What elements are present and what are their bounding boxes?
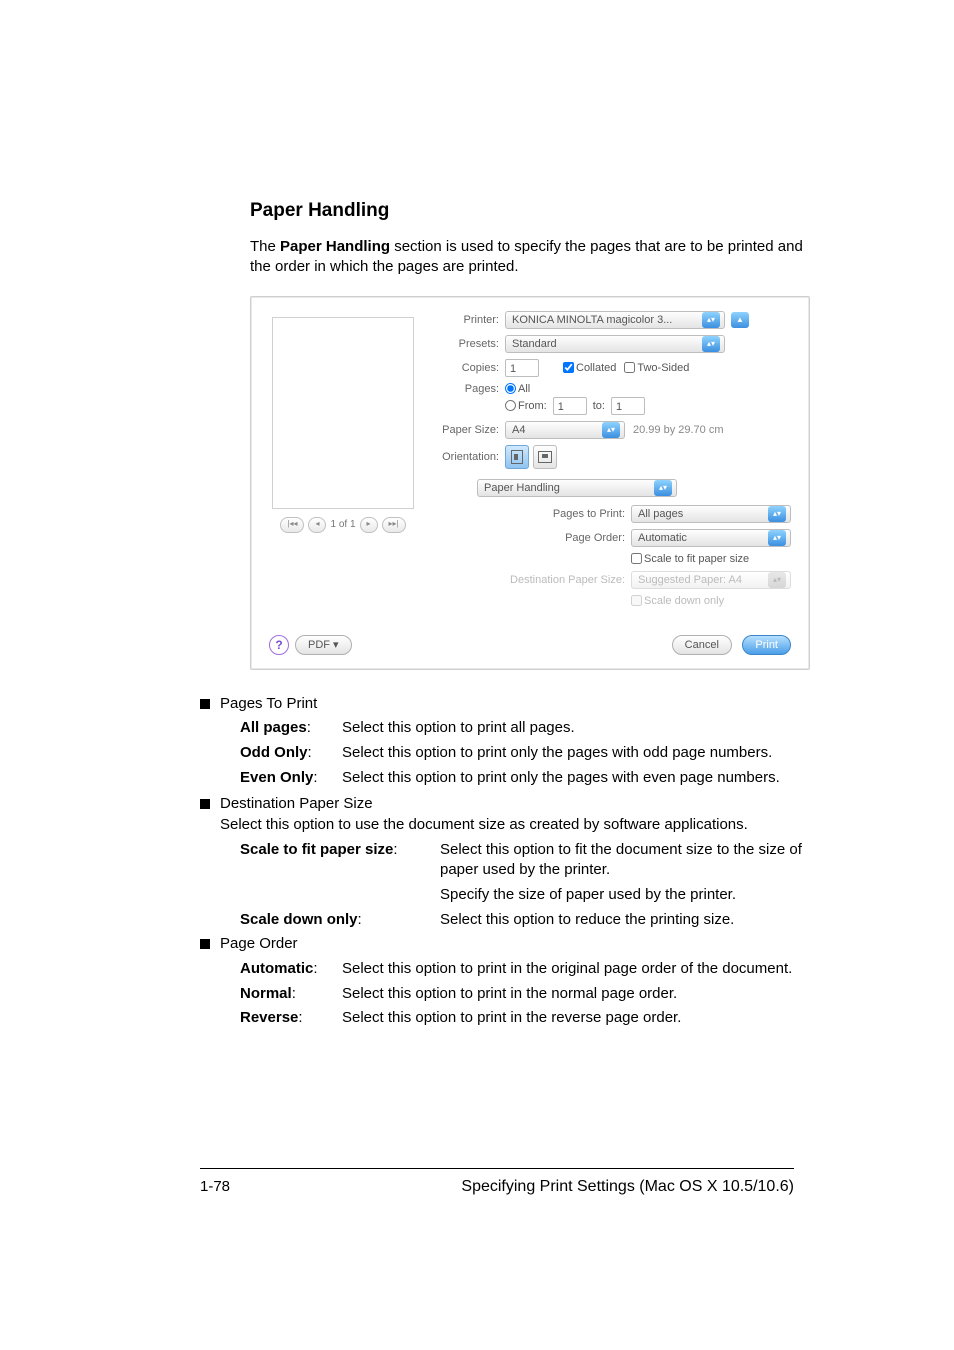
copies-input[interactable]: 1 [505, 359, 539, 377]
pages-to-print-value: All pages [638, 508, 683, 520]
pages-range-radio[interactable] [505, 400, 516, 411]
def-automatic: Select this option to print in the origi… [342, 959, 819, 980]
def-reverse: Select this option to print in the rever… [342, 1008, 819, 1029]
term-reverse: Reverse [240, 1009, 298, 1026]
page-preview-pane: |◂◂ ◂ 1 of 1 ▸ ▸▸| [269, 311, 417, 613]
term-even-only: Even Only [240, 769, 313, 786]
section-heading: Paper Handling [250, 200, 819, 222]
preview-next-button[interactable]: ▸ [360, 517, 378, 533]
destination-paper-size-para: Select this option to use the document s… [220, 815, 819, 836]
select-arrows-icon: ▴▾ [602, 422, 620, 438]
printer-info-button[interactable]: ▲ [731, 312, 749, 328]
page-order-label: Page Order: [477, 532, 631, 544]
landscape-icon [538, 451, 552, 463]
scale-down-only-label: Scale down only [644, 595, 724, 607]
def-normal: Select this option to print in the norma… [342, 984, 819, 1005]
pages-to-print-select[interactable]: All pages ▴▾ [631, 505, 791, 523]
destination-paper-size-select: Suggested Paper: A4 ▴▾ [631, 571, 791, 589]
select-arrows-icon: ▴▾ [768, 572, 786, 588]
term-automatic: Automatic [240, 960, 313, 977]
pages-all-radio[interactable] [505, 383, 516, 394]
paper-size-value: A4 [512, 424, 525, 436]
paper-size-dimensions: 20.99 by 29.70 cm [633, 424, 724, 436]
def-specify-size: Specify the size of paper used by the pr… [440, 885, 819, 906]
printer-select-value: KONICA MINOLTA magicolor 3... [512, 314, 672, 326]
intro-text: The Paper Handling section is used to sp… [250, 237, 819, 278]
pages-label: Pages: [417, 383, 505, 395]
page-preview-sheet [272, 317, 414, 509]
footer-rule [200, 1168, 794, 1169]
page-order-select[interactable]: Automatic ▴▾ [631, 529, 791, 547]
scale-to-fit-label: Scale to fit paper size [644, 553, 749, 565]
def-scale-to-fit: Select this option to fit the document s… [440, 840, 819, 881]
collated-label: Collated [576, 362, 616, 374]
preview-page-counter: 1 of 1 [330, 519, 355, 530]
options-panel-select[interactable]: Paper Handling ▴▾ [477, 479, 677, 497]
bullet-icon [200, 939, 210, 949]
select-arrows-icon: ▴▾ [768, 530, 786, 546]
orientation-portrait-button[interactable] [505, 445, 529, 469]
destination-paper-size-label: Destination Paper Size: [477, 574, 631, 586]
page-order-heading: Page Order [220, 934, 298, 955]
preview-last-button[interactable]: ▸▸| [382, 517, 406, 533]
presets-select[interactable]: Standard ▴▾ [505, 335, 725, 353]
destination-paper-size-value: Suggested Paper: A4 [638, 574, 742, 586]
print-dialog: |◂◂ ◂ 1 of 1 ▸ ▸▸| Printer: KONICA MINOL… [250, 296, 810, 670]
orientation-label: Orientation: [417, 451, 505, 463]
pages-from-input[interactable]: 1 [553, 397, 587, 415]
pages-all-label: All [518, 383, 530, 395]
def-scale-down-only: Select this option to reduce the printin… [440, 910, 819, 931]
select-arrows-icon: ▴▾ [768, 506, 786, 522]
destination-paper-size-heading: Destination Paper Size [220, 794, 819, 815]
two-sided-label: Two-Sided [637, 362, 689, 374]
paper-size-label: Paper Size: [417, 424, 505, 436]
term-scale-to-fit: Scale to fit paper size [240, 841, 393, 858]
options-panel-value: Paper Handling [484, 482, 560, 494]
scale-to-fit-checkbox[interactable] [631, 553, 642, 564]
pages-to-print-heading: Pages To Print [220, 694, 317, 715]
page-number: 1-78 [200, 1178, 230, 1195]
cancel-button[interactable]: Cancel [672, 635, 732, 655]
scale-down-only-checkbox [631, 595, 642, 606]
bullet-icon [200, 799, 210, 809]
select-arrows-icon: ▴▾ [702, 336, 720, 352]
page-order-value: Automatic [638, 532, 687, 544]
two-sided-checkbox[interactable] [624, 362, 635, 373]
print-button[interactable]: Print [742, 635, 791, 655]
pdf-menu-button[interactable]: PDF ▾ [295, 635, 352, 655]
pages-to-label: to: [593, 400, 605, 412]
def-odd-only: Select this option to print only the pag… [342, 743, 819, 764]
copies-label: Copies: [417, 362, 505, 374]
bullet-icon [200, 699, 210, 709]
portrait-icon [511, 450, 523, 464]
def-all-pages: Select this option to print all pages. [342, 718, 819, 739]
term-odd-only: Odd Only [240, 744, 308, 761]
help-button[interactable]: ? [269, 635, 289, 655]
term-all-pages: All pages [240, 719, 307, 736]
printer-select[interactable]: KONICA MINOLTA magicolor 3... ▴▾ [505, 311, 725, 329]
presets-select-value: Standard [512, 338, 557, 350]
running-header: Specifying Print Settings (Mac OS X 10.5… [461, 1178, 794, 1196]
preview-prev-button[interactable]: ◂ [308, 517, 326, 533]
select-arrows-icon: ▴▾ [654, 480, 672, 496]
pages-to-input[interactable]: 1 [611, 397, 645, 415]
orientation-landscape-button[interactable] [533, 445, 557, 469]
select-arrows-icon: ▴▾ [702, 312, 720, 328]
def-even-only: Select this option to print only the pag… [342, 768, 819, 789]
pages-to-print-label: Pages to Print: [477, 508, 631, 520]
presets-label: Presets: [417, 338, 505, 350]
term-scale-down-only: Scale down only [240, 911, 358, 928]
printer-label: Printer: [417, 314, 505, 326]
collated-checkbox[interactable] [563, 362, 574, 373]
pages-from-label: From: [518, 400, 547, 412]
preview-first-button[interactable]: |◂◂ [280, 517, 304, 533]
term-normal: Normal [240, 985, 292, 1002]
paper-size-select[interactable]: A4 ▴▾ [505, 421, 625, 439]
